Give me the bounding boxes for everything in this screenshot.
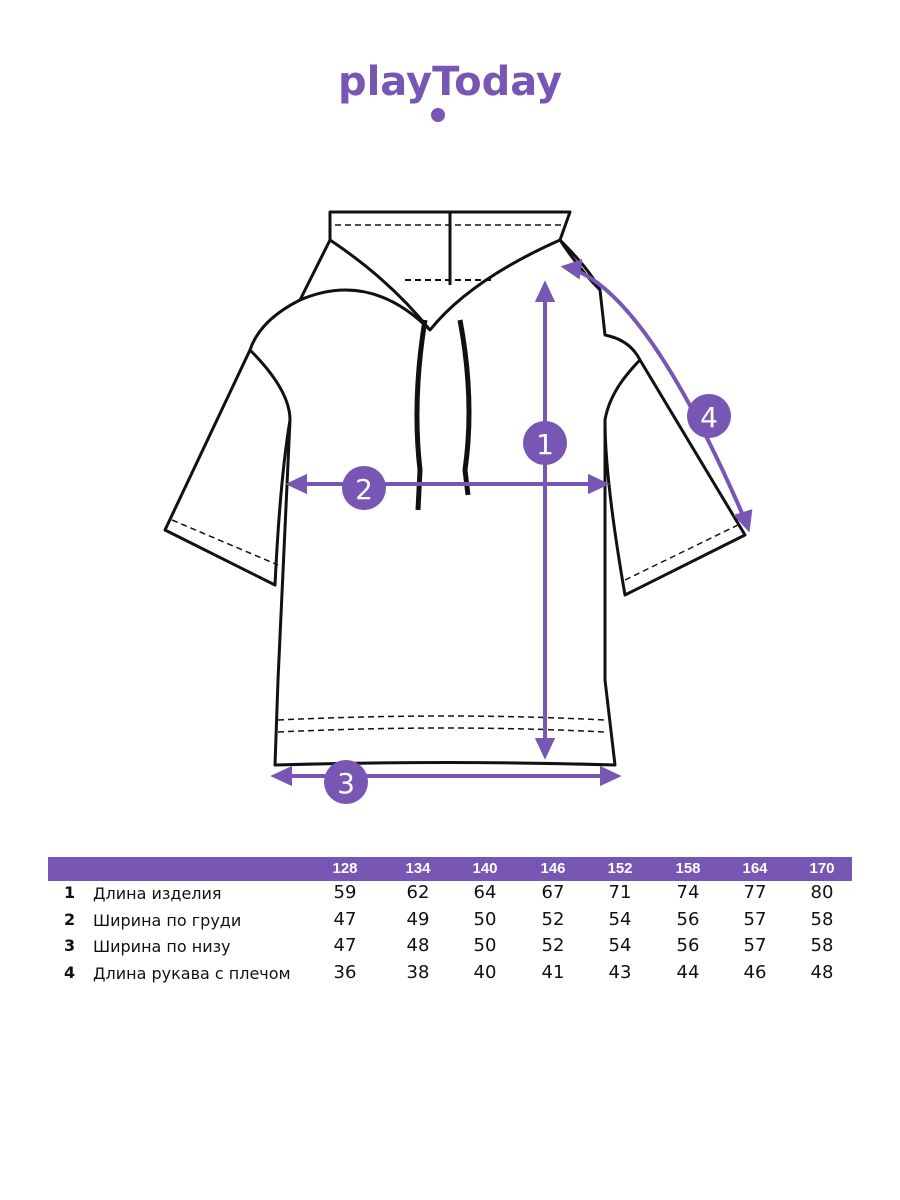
- row-label: Ширина по груди: [93, 910, 242, 930]
- size-header: 152: [607, 860, 633, 877]
- hoodie-outline: [163, 210, 747, 767]
- hoodie-diagram: 1 2 3 4: [163, 210, 753, 804]
- cell-value: 54: [608, 935, 632, 956]
- size-header: 128: [332, 860, 358, 877]
- brand-logo: playToday: [338, 59, 562, 122]
- cell-value: 59: [333, 882, 357, 903]
- cell-value: 71: [608, 882, 632, 903]
- size-header-row: 128 134 140 146 152 158 164 170: [48, 857, 852, 881]
- marker-3: 3: [337, 767, 355, 800]
- size-header: 134: [405, 860, 431, 877]
- cell-value: 56: [676, 908, 700, 930]
- cell-value: 43: [608, 961, 632, 983]
- cell-value: 50: [473, 908, 497, 930]
- cell-value: 67: [541, 882, 565, 903]
- cell-value: 48: [810, 961, 834, 983]
- row-label: Ширина по низу: [93, 937, 231, 956]
- size-header: 164: [742, 860, 768, 877]
- cell-value: 38: [406, 961, 430, 983]
- measure-line-4: [574, 268, 747, 521]
- svg-text:playToday: playToday: [338, 59, 562, 105]
- marker-4: 4: [700, 401, 718, 434]
- size-header: 146: [540, 860, 566, 877]
- cell-value: 56: [676, 935, 700, 956]
- row-number: 3: [64, 936, 76, 955]
- cell-value: 40: [473, 961, 497, 983]
- cell-value: 48: [406, 935, 430, 956]
- table-row: 3 Ширина по низу 47 48 50 52 54 56 57 58: [48, 934, 852, 961]
- cell-value: 41: [541, 961, 565, 983]
- cell-value: 62: [406, 882, 430, 903]
- cell-value: 74: [676, 882, 700, 903]
- table-row: 4 Длина рукава с плечом 36 38 40 41 43 44 46 48: [48, 961, 852, 988]
- marker-1: 1: [536, 428, 554, 461]
- size-header: 140: [472, 860, 498, 877]
- measure-markers: 1 2 3 4: [324, 394, 731, 804]
- cell-value: 44: [676, 961, 700, 983]
- row-label: Длина изделия: [93, 884, 222, 903]
- row-number: 4: [64, 962, 76, 982]
- cell-value: 52: [541, 935, 565, 956]
- cell-value: 57: [743, 935, 767, 956]
- cell-value: 36: [333, 961, 357, 983]
- marker-2: 2: [355, 473, 373, 506]
- cell-value: 47: [333, 935, 357, 956]
- cell-value: 49: [406, 908, 430, 930]
- size-table: 128 134 140 146 152 158 164 170 1 Длина изделия 5…: [48, 857, 852, 987]
- cell-value: 50: [473, 935, 497, 956]
- cell-value: 46: [743, 961, 767, 983]
- table-row: 2 Ширина по груди 47 49 50 52 54 56 57 58: [48, 908, 852, 935]
- size-header: 170: [809, 860, 835, 877]
- cell-value: 47: [333, 908, 357, 930]
- cell-value: 64: [473, 882, 497, 903]
- cell-value: 57: [743, 908, 767, 930]
- row-number: 2: [64, 909, 76, 929]
- size-header: 158: [675, 860, 701, 877]
- row-label: Длина рукава с плечом: [93, 963, 291, 983]
- cell-value: 77: [743, 882, 767, 903]
- cell-value: 80: [810, 882, 834, 903]
- cell-value: 52: [541, 908, 565, 930]
- cell-value: 58: [810, 935, 834, 956]
- table-row: 1 Длина изделия 59 62 64 67 71 74 77 80: [48, 881, 852, 908]
- cell-value: 58: [810, 908, 834, 930]
- cell-value: 54: [608, 908, 632, 930]
- row-number: 1: [64, 883, 76, 902]
